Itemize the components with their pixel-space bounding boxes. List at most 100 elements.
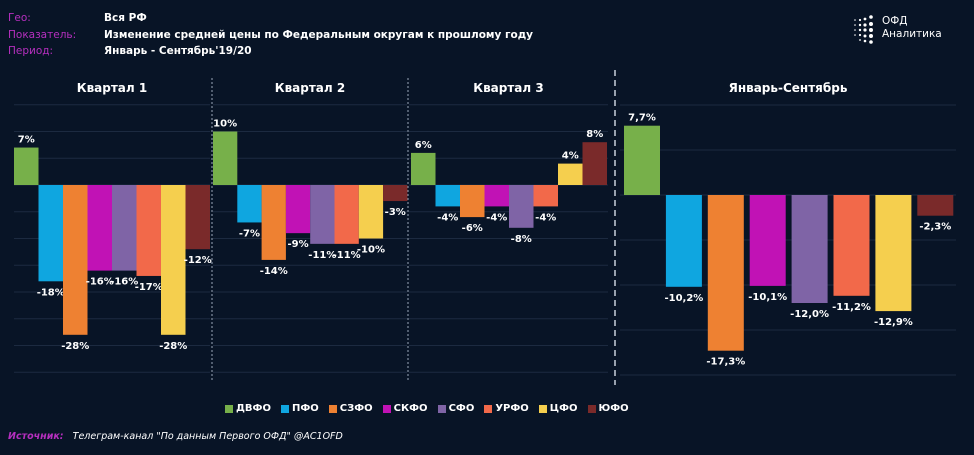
- legend-label: ЮФО: [598, 403, 629, 414]
- legend-item: УРФО: [484, 403, 529, 414]
- indicator-value: Изменение средней цены по Федеральным ок…: [104, 29, 534, 41]
- bar-ЮФО: [185, 185, 210, 250]
- legend-item: СЗФО: [328, 403, 373, 414]
- panel-title: Квартал 1: [77, 81, 147, 95]
- panel-title: Январь-Сентябрь: [729, 81, 848, 95]
- panel-title: Квартал 2: [275, 81, 345, 95]
- bar-УРФО: [533, 185, 558, 207]
- data-label: 6%: [415, 140, 432, 151]
- bar-СФО: [112, 185, 137, 271]
- bar-СЗФО: [63, 185, 88, 335]
- legend-label: ПФО: [291, 403, 319, 414]
- legend-swatch: [382, 404, 391, 413]
- data-label: -10,2%: [664, 293, 703, 304]
- legend-swatch: [538, 404, 547, 413]
- bar-ПФО: [237, 185, 262, 223]
- bar-ЦФО: [875, 195, 912, 312]
- legend-item: ПФО: [280, 403, 319, 414]
- bar-СКФО: [285, 185, 311, 234]
- data-label: -12,9%: [874, 317, 913, 328]
- bar-УРФО: [136, 185, 161, 276]
- bar-ДВФО: [624, 125, 660, 195]
- bar-СФО: [310, 185, 335, 244]
- bar-ПФО: [435, 185, 460, 207]
- ofd-analytics-logo: ОФД Аналитика: [852, 14, 962, 46]
- data-label: -16%: [110, 277, 138, 288]
- data-label: -17,3%: [706, 357, 745, 368]
- bar-ЦФО: [161, 185, 186, 335]
- bar-СЗФО: [707, 195, 744, 351]
- data-label: 7,7%: [628, 113, 656, 124]
- logo-line-1: ОФД: [882, 15, 908, 27]
- data-label: -12%: [184, 255, 212, 266]
- data-label: 7%: [18, 135, 35, 146]
- bar-СФО: [509, 185, 534, 228]
- data-label: 4%: [562, 151, 579, 162]
- bar-ДВФО: [213, 131, 238, 185]
- bar-ЮФО: [917, 195, 954, 216]
- data-label: -2,3%: [919, 222, 951, 233]
- data-label: -17%: [135, 282, 163, 293]
- bar-ДВФО: [14, 147, 39, 185]
- data-label: -28%: [61, 341, 89, 352]
- bar-УРФО: [334, 185, 359, 244]
- data-label: 8%: [586, 129, 603, 140]
- data-label: -12,0%: [790, 309, 829, 320]
- legend-label: СЗФО: [339, 403, 373, 414]
- legend-item: СФО: [437, 403, 475, 414]
- data-label: -11%: [333, 250, 361, 261]
- data-label: -8%: [511, 234, 532, 245]
- legend-label: СФО: [448, 403, 475, 414]
- legend-item: ЦФО: [538, 403, 578, 414]
- bar-ДВФО: [411, 152, 436, 185]
- bar-СЗФО: [460, 185, 485, 218]
- legend-label: ДВФО: [236, 403, 271, 414]
- source-value: Телеграм-канал "По данным Первого ОФД" @…: [72, 431, 343, 442]
- data-label: -4%: [437, 212, 458, 223]
- data-label: -7%: [239, 228, 260, 239]
- data-label: -6%: [462, 223, 483, 234]
- data-label: 10%: [213, 119, 237, 130]
- legend-swatch: [328, 404, 337, 413]
- data-label: -11,2%: [832, 302, 871, 313]
- logo-line-2: Аналитика: [882, 28, 942, 40]
- period-label: Период:: [8, 45, 54, 57]
- legend-swatch: [437, 404, 446, 413]
- data-label: -10%: [357, 245, 385, 256]
- bar-ЮФО: [582, 142, 607, 185]
- legend-item: СКФО: [382, 403, 428, 414]
- source-label: Источник:: [8, 431, 64, 442]
- bar-СКФО: [484, 185, 509, 207]
- data-label: -9%: [287, 239, 308, 250]
- geo-value: Вся РФ: [104, 12, 147, 24]
- bar-ПФО: [665, 195, 702, 287]
- geo-label: Гео:: [8, 12, 31, 24]
- data-label: -3%: [385, 207, 406, 218]
- bar-СКФО: [749, 195, 786, 286]
- data-label: -4%: [535, 212, 556, 223]
- bar-ПФО: [38, 185, 63, 282]
- bar-ЦФО: [558, 163, 583, 185]
- legend-label: УРФО: [495, 403, 529, 414]
- bar-ЮФО: [383, 185, 408, 202]
- data-label: -4%: [486, 212, 507, 223]
- data-label: -18%: [37, 287, 65, 298]
- legend-item: ЮФО: [587, 403, 629, 414]
- bar-СКФО: [87, 185, 112, 271]
- chart-legend: ДВФО ПФО СЗФО СКФО СФО УРФО ЦФО ЮФО: [225, 403, 629, 414]
- period-value: Январь - Сентябрь'19/20: [104, 45, 252, 57]
- panel-title: Квартал 3: [473, 81, 543, 95]
- logo-text: ОФД Аналитика: [882, 15, 942, 41]
- bar-ЦФО: [358, 185, 384, 239]
- data-label: -16%: [86, 277, 114, 288]
- data-label: -28%: [159, 341, 187, 352]
- legend-item: ДВФО: [225, 403, 271, 414]
- legend-swatch: [484, 404, 493, 413]
- legend-swatch: [587, 404, 596, 413]
- indicator-label: Показатель:: [8, 29, 77, 41]
- data-label: -10,1%: [748, 292, 787, 303]
- bar-УРФО: [833, 195, 870, 296]
- source-note: Источник: Телеграм-канал "По данным Перв…: [8, 431, 343, 442]
- bar-СФО: [791, 195, 828, 303]
